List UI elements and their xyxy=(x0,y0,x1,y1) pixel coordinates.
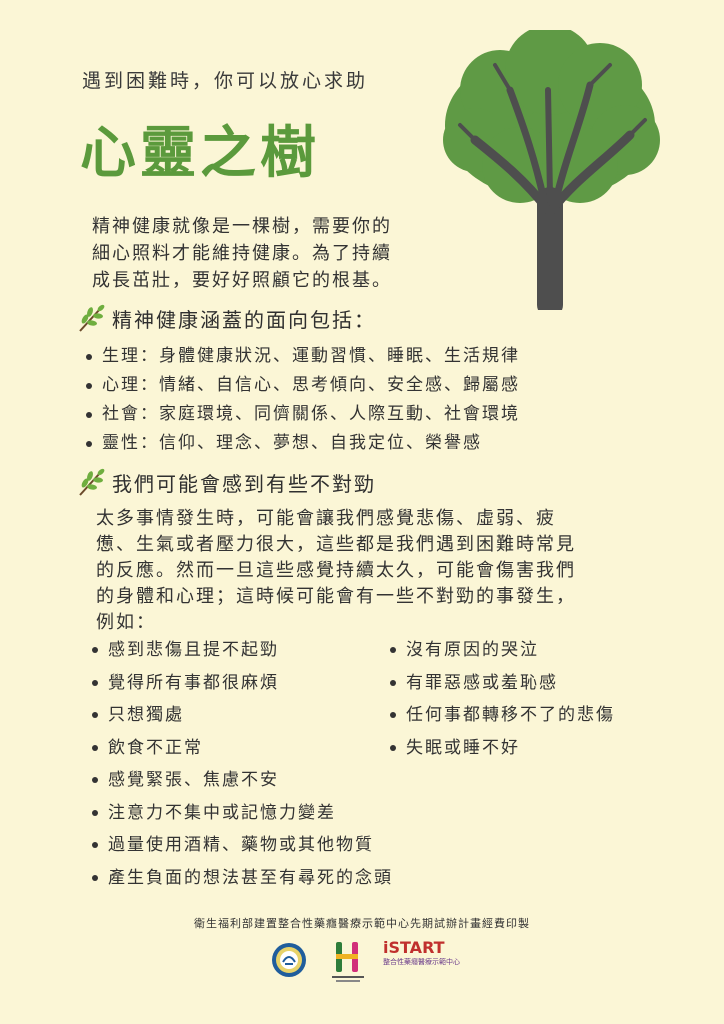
list-item: 社會：家庭環境、同儕關係、人際互動、社會環境 xyxy=(84,400,520,429)
paragraph-line: 太多事情發生時，可能會讓我們感覺悲傷、虛弱、疲 xyxy=(96,508,556,529)
symptoms-list-right: 沒有原因的哭泣 有罪惡感或羞恥感 任何事都轉移不了的悲傷 失眠或睡不好 xyxy=(388,634,615,764)
footer-credit: 衛生福利部建置整合性藥癮醫療示範中心先期試辦計畫經費印製 xyxy=(194,917,530,930)
list-item: 沒有原因的哭泣 xyxy=(388,634,615,667)
intro-line: 細心照料才能維持健康。為了持續 xyxy=(92,243,392,264)
section2-heading: 我們可能會感到有些不對勁 xyxy=(76,467,376,497)
paragraph-line: 的身體和心理；這時候可能會有一些不對勁的事發生， xyxy=(96,586,576,607)
paragraph-line: 例如： xyxy=(96,612,156,633)
list-item: 飲食不正常 xyxy=(90,732,393,765)
istart-logo-word: iSTART xyxy=(383,938,445,957)
moh-logo xyxy=(272,943,306,977)
list-item: 只想獨處 xyxy=(90,699,393,732)
leaf-branch-icon xyxy=(79,304,105,332)
list-item: 有罪惡感或羞恥感 xyxy=(388,667,615,700)
intro-line: 成長茁壯，要好好照顧它的根基。 xyxy=(92,270,392,291)
section2-paragraph: 太多事情發生時，可能會讓我們感覺悲傷、虛弱、疲 憊、生氣或者壓力很大，這些都是我… xyxy=(96,506,656,636)
leaf-branch-icon xyxy=(79,468,105,496)
list-item: 任何事都轉移不了的悲傷 xyxy=(388,699,615,732)
list-item: 過量使用酒精、藥物或其他物質 xyxy=(90,829,393,862)
paragraph-line: 憊、生氣或者壓力很大，這些都是我們遇到困難時常見 xyxy=(96,534,576,555)
istart-logo-sub: 整合性藥癮醫療示範中心 xyxy=(383,958,460,966)
symptoms-list-left: 感到悲傷且提不起勁 覺得所有事都很麻煩 只想獨處 飲食不正常 感覺緊張、焦慮不安… xyxy=(90,634,393,894)
section1-heading: 精神健康涵蓋的面向包括： xyxy=(76,303,376,333)
list-item: 感到悲傷且提不起勁 xyxy=(90,634,393,667)
intro-text: 精神健康就像是一棵樹，需要你的 細心照料才能維持健康。為了持續 成長茁壯，要好好… xyxy=(92,213,452,294)
aspects-list: 生理：身體健康狀況、運動習慣、睡眠、生活規律 心理：情緒、自信心、思考傾向、安全… xyxy=(84,342,520,458)
section2-heading-text: 我們可能會感到有些不對勁 xyxy=(112,471,376,496)
list-item: 心理：情緒、自信心、思考傾向、安全感、歸屬感 xyxy=(84,371,520,400)
istart-logo: iSTART 整合性藥癮醫療示範中心 xyxy=(383,938,463,986)
paragraph-line: 的反應。然而一旦這些感覺持續太久，可能會傷害我們 xyxy=(96,560,576,581)
list-item: 注意力不集中或記憶力變差 xyxy=(90,797,393,830)
list-item: 產生負面的想法甚至有尋死的念頭 xyxy=(90,862,393,895)
page-title: 心靈之樹 xyxy=(80,121,320,186)
intro-line: 精神健康就像是一棵樹，需要你的 xyxy=(92,216,392,237)
tree-illustration xyxy=(443,30,660,310)
subtitle: 遇到困難時，你可以放心求助 xyxy=(82,70,369,92)
section1-heading-text: 精神健康涵蓋的面向包括： xyxy=(112,307,376,332)
list-item: 生理：身體健康狀況、運動習慣、睡眠、生活規律 xyxy=(84,342,520,371)
h-logo xyxy=(332,942,364,982)
list-item: 感覺緊張、焦慮不安 xyxy=(90,764,393,797)
list-item: 靈性：信仰、理念、夢想、自我定位、榮譽感 xyxy=(84,429,520,458)
list-item: 失眠或睡不好 xyxy=(388,732,615,765)
list-item: 覺得所有事都很麻煩 xyxy=(90,667,393,700)
